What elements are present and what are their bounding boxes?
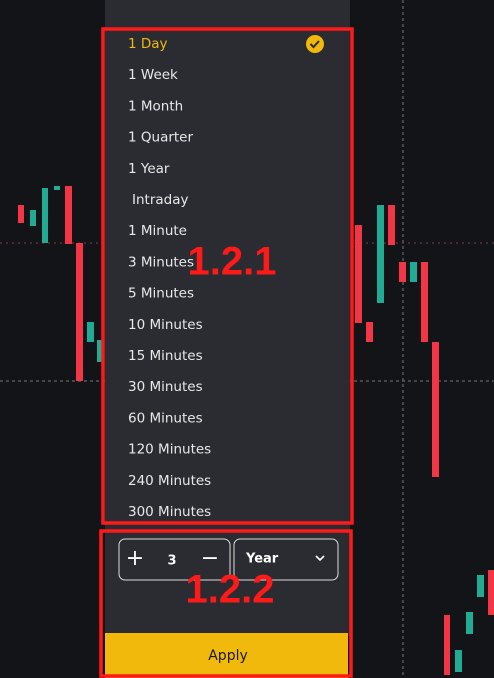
menu-item[interactable]: 30 Minutes (128, 379, 203, 395)
candle (477, 575, 484, 597)
minus-button[interactable]: − (201, 546, 219, 571)
candle (76, 243, 83, 381)
check-mark (309, 40, 320, 49)
stepper (118, 538, 231, 581)
annotation-label: 1.2.2 (186, 568, 275, 612)
menu-item[interactable]: 1 Minute (128, 223, 187, 239)
menu-item[interactable]: Intraday (132, 192, 189, 208)
menu-item[interactable]: 1 Day (128, 36, 168, 52)
menu-item[interactable]: 1 Week (128, 67, 178, 83)
menu-item[interactable]: 120 Minutes (128, 442, 211, 458)
annotation-label: 1.2.1 (188, 240, 277, 284)
unit-select[interactable] (233, 538, 339, 581)
count-input[interactable]: 3 (167, 554, 176, 569)
menu-item[interactable]: 5 Minutes (128, 286, 194, 302)
menu-item[interactable]: 60 Minutes (128, 410, 203, 426)
candle (30, 210, 36, 226)
candle (355, 225, 362, 323)
menu-item[interactable]: 3 Minutes (128, 254, 194, 270)
candle (432, 342, 439, 477)
apply-label: Apply (208, 648, 248, 664)
chevron (315, 555, 325, 562)
candle (421, 262, 428, 342)
menu-item[interactable]: 1 Year (128, 161, 170, 177)
menu-item[interactable]: 15 Minutes (128, 348, 203, 364)
annotation-box (99, 529, 353, 678)
candle (97, 340, 102, 362)
menu-item[interactable]: 1 Month (128, 98, 183, 114)
plus-button[interactable]: + (126, 546, 144, 571)
unit-value: Year (245, 552, 279, 567)
candle (488, 570, 494, 615)
candle (388, 205, 395, 245)
candle (455, 650, 462, 672)
apply-button[interactable] (105, 633, 348, 678)
candle (399, 262, 406, 282)
candle (366, 322, 373, 342)
candle (87, 322, 94, 342)
menu-item[interactable]: 240 Minutes (128, 473, 211, 489)
menu-item[interactable]: 1 Quarter (128, 130, 193, 146)
candle (18, 205, 24, 223)
candle (444, 615, 450, 675)
menu-item[interactable]: 300 Minutes (128, 504, 211, 520)
candle (466, 612, 473, 634)
candle (410, 262, 417, 282)
candle (54, 186, 60, 190)
candle (42, 188, 48, 243)
candle (65, 186, 72, 244)
menu-item[interactable]: 10 Minutes (128, 317, 203, 333)
annotation-box (101, 27, 354, 525)
candle (377, 205, 384, 303)
candles (18, 186, 494, 675)
